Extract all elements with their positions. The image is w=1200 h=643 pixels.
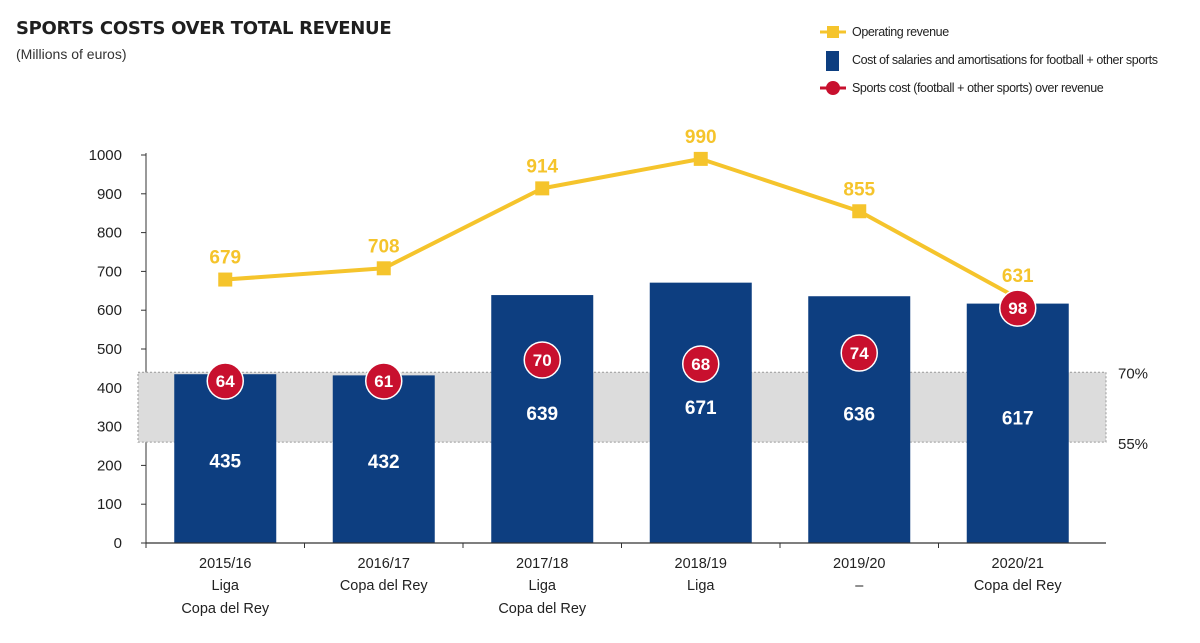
bar-value-label: 671	[685, 398, 717, 419]
y-tick-label: 100	[97, 496, 122, 513]
cost-ratio-badge	[365, 362, 403, 400]
x-season-label: 2019/20	[833, 556, 885, 572]
x-title-label: Copa del Rey	[974, 578, 1063, 594]
legend-item-cost-over-revenue: Sports cost (football + other sports) ov…	[818, 76, 1198, 104]
revenue-marker	[535, 181, 550, 196]
bar-value-label: 617	[1002, 408, 1034, 429]
band-lower-label: 55%	[1118, 436, 1148, 453]
x-title-label: Copa del Rey	[181, 601, 270, 617]
legend: Operating revenue Cost of salaries and a…	[818, 20, 1198, 104]
bar-value-label: 639	[526, 404, 558, 425]
y-tick-label: 600	[97, 302, 122, 319]
bar-2016/17	[332, 375, 435, 543]
line-circle-icon	[820, 81, 846, 95]
x-season-label: 2017/18	[516, 556, 568, 572]
x-season-label: 2018/19	[675, 556, 727, 572]
chart-title: SPORTS COSTS OVER TOTAL REVENUE	[16, 18, 392, 39]
y-tick-label: 900	[97, 186, 122, 203]
band-upper-label: 70%	[1118, 365, 1148, 382]
cost-ratio-label: 70	[533, 351, 552, 370]
y-tick-label: 200	[97, 457, 122, 474]
line-square-icon	[820, 26, 846, 38]
legend-label: Cost of salaries and amortisations for f…	[852, 53, 1158, 67]
cost-ratio-label: 74	[850, 344, 869, 363]
legend-label: Operating revenue	[852, 25, 949, 39]
bar-2017/18	[491, 295, 594, 543]
cost-ratio-badge	[682, 345, 720, 383]
bar-value-label: 636	[843, 405, 875, 426]
y-tick-label: 1000	[89, 147, 122, 164]
revenue-value-label: 914	[526, 156, 558, 177]
revenue-marker	[852, 204, 867, 219]
bar-swatch-icon	[826, 51, 839, 71]
revenue-value-label: 990	[685, 127, 717, 148]
revenue-value-label: 708	[368, 236, 400, 257]
x-title-label: Liga	[687, 578, 715, 594]
x-title-label: Liga	[212, 578, 240, 594]
legend-item-salary-cost: Cost of salaries and amortisations for f…	[818, 48, 1198, 76]
operating-revenue-line	[225, 156, 1019, 300]
revenue-marker	[218, 272, 233, 287]
cost-ratio-label: 61	[374, 372, 393, 391]
x-season-label: 2016/17	[358, 556, 410, 572]
bar-value-label: 435	[209, 452, 241, 473]
x-title-label: Copa del Rey	[340, 578, 429, 594]
revenue-marker	[693, 151, 708, 166]
legend-item-operating-revenue: Operating revenue	[818, 20, 1198, 48]
chart-subtitle: (Millions of euros)	[16, 46, 127, 62]
x-title-label: Liga	[529, 578, 557, 594]
cost-ratio-label: 68	[691, 355, 710, 374]
revenue-value-label: 631	[1002, 266, 1034, 287]
x-title-label: Copa del Rey	[498, 601, 587, 617]
y-tick-label: 0	[114, 535, 122, 552]
bar-2015/16	[174, 374, 277, 543]
y-tick-label: 300	[97, 419, 122, 436]
cost-ratio-badge	[206, 362, 244, 400]
bar-2018/19	[649, 282, 752, 543]
cost-ratio-label: 98	[1008, 299, 1027, 318]
cost-ratio-label: 64	[216, 372, 235, 391]
x-season-label: 2020/21	[992, 556, 1044, 572]
y-tick-label: 700	[97, 263, 122, 280]
y-tick-label: 400	[97, 380, 122, 397]
y-tick-label: 800	[97, 225, 122, 242]
revenue-value-label: 679	[209, 248, 241, 269]
bar-2020/21	[966, 303, 1069, 543]
y-tick-label: 500	[97, 341, 122, 358]
cost-ratio-badge	[523, 341, 561, 379]
reference-band	[137, 371, 1107, 443]
cost-ratio-badge	[840, 334, 878, 372]
cost-ratio-badge	[999, 289, 1037, 327]
x-season-label: 2015/16	[199, 556, 251, 572]
revenue-marker	[376, 261, 391, 276]
legend-label: Sports cost (football + other sports) ov…	[852, 81, 1104, 95]
bar-value-label: 432	[368, 452, 400, 473]
x-title-label: –	[855, 578, 864, 594]
revenue-value-label: 855	[843, 179, 875, 200]
